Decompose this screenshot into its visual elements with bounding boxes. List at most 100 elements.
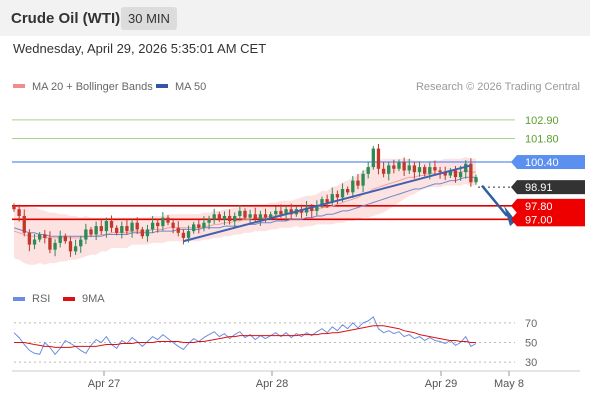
candle-body: [186, 231, 191, 238]
chart-header: Crude Oil (WTI) 30 MIN: [0, 0, 590, 36]
x-axis-layer: Apr 27 Apr 28 Apr 29 May 8: [88, 371, 524, 390]
candle-body: [22, 215, 26, 233]
candle-body: [89, 229, 93, 235]
candle-body: [207, 219, 211, 223]
candle-body: [376, 148, 381, 169]
level-label: 101.80: [525, 133, 559, 145]
candle-body: [191, 224, 196, 232]
candle-body: [166, 217, 170, 223]
rsi-tick-label: 30: [525, 357, 537, 369]
ma9-legend-swatch: [63, 297, 75, 301]
candle-body: [448, 170, 453, 176]
candle-body: [243, 210, 247, 218]
ma20-legend-swatch: [13, 84, 25, 88]
candle-body: [335, 194, 340, 198]
candle-body: [474, 177, 478, 183]
candle-body: [330, 194, 334, 203]
candle-body: [125, 226, 129, 232]
candle-body: [79, 239, 83, 247]
x-tick-label: Apr 29: [425, 378, 457, 390]
candle-body: [171, 222, 175, 228]
candle-body: [63, 236, 68, 242]
candle-body: [284, 209, 288, 215]
level-label: 97.80: [525, 201, 553, 213]
candle-body: [433, 167, 437, 171]
ma9-legend-label: 9MA: [82, 293, 105, 305]
candle-body: [392, 165, 396, 169]
candle-body: [114, 227, 119, 233]
candle-body: [407, 165, 411, 171]
candle-body: [120, 226, 124, 233]
candle-body: [145, 229, 150, 237]
candle-body: [233, 215, 237, 222]
candle-body: [351, 180, 355, 193]
candle-body: [304, 207, 309, 213]
candle-body: [258, 214, 263, 220]
ma50-legend-swatch: [156, 84, 168, 88]
level-label: 97.00: [525, 214, 553, 226]
x-tick-label: Apr 28: [256, 378, 288, 390]
candle-body: [361, 173, 365, 186]
forecast-arrow-shaft: [481, 184, 508, 217]
candle-body: [340, 189, 345, 198]
candle-body: [320, 199, 324, 206]
candle-body: [217, 214, 222, 220]
rsi-legend-label: RSI: [32, 293, 50, 305]
candle-body: [381, 168, 386, 174]
candle-body: [161, 217, 165, 227]
candle-body: [94, 226, 98, 235]
candle-body: [443, 172, 447, 176]
candle-body: [356, 180, 360, 186]
candle-body: [428, 167, 432, 174]
level-tag: [517, 155, 585, 170]
candle-body: [289, 209, 293, 215]
rsi-line: [13, 316, 477, 356]
candle-body: [412, 165, 417, 173]
candle-body: [104, 221, 109, 232]
candle-body: [27, 232, 32, 245]
candle-body: [53, 242, 57, 250]
candle-body: [32, 239, 37, 245]
candle-body: [366, 167, 370, 174]
credit-text: Research © 2026 Trading Central: [416, 81, 580, 93]
candle-body: [438, 170, 442, 173]
rsi-tick-label: 70: [525, 318, 537, 330]
candle-body: [397, 162, 401, 169]
candle-body: [73, 246, 78, 252]
candle-body: [274, 210, 278, 215]
interval-button[interactable]: 30 MIN: [121, 7, 177, 30]
candle-body: [371, 148, 376, 168]
level-tag-pointer: [511, 212, 517, 227]
candle-body: [43, 234, 47, 238]
candle-body: [345, 189, 350, 193]
candle-body: [387, 165, 391, 174]
level-tag-pointer: [511, 198, 517, 213]
level-label: 102.90: [525, 115, 559, 127]
candle-body: [37, 234, 42, 240]
candle-body: [402, 162, 406, 171]
candle-body: [202, 222, 206, 228]
candles-layer: [12, 144, 478, 257]
level-tag: [517, 180, 585, 195]
candle-body: [68, 241, 73, 252]
candle-body: [135, 222, 139, 230]
candle-body: [222, 215, 227, 220]
candle-body: [248, 214, 252, 218]
level-tag: [517, 198, 585, 213]
candle-body: [140, 229, 145, 237]
timestamp: Wednesday, April 29, 2026 5:35:01 AM CET: [13, 41, 267, 56]
x-tick-label: Apr 27: [88, 378, 120, 390]
candle-body: [156, 222, 160, 227]
candle-body: [58, 236, 62, 243]
rsi-legend-swatch: [13, 297, 25, 301]
candle-body: [458, 172, 463, 178]
candle-body: [279, 210, 283, 215]
candle-body: [181, 232, 186, 238]
chart-title: Crude Oil (WTI): [11, 10, 121, 27]
candle-body: [197, 224, 201, 228]
candle-body: [84, 229, 88, 240]
candle-body: [176, 227, 180, 233]
candle-body: [310, 207, 314, 211]
